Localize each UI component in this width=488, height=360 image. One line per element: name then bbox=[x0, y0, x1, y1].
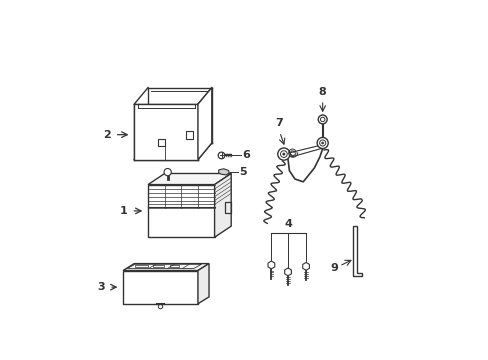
Polygon shape bbox=[134, 104, 198, 159]
Text: 2: 2 bbox=[102, 130, 110, 140]
Polygon shape bbox=[148, 174, 231, 185]
Circle shape bbox=[318, 115, 326, 124]
Polygon shape bbox=[214, 174, 231, 237]
Polygon shape bbox=[289, 146, 321, 157]
Polygon shape bbox=[218, 169, 229, 175]
Polygon shape bbox=[198, 264, 208, 304]
Circle shape bbox=[282, 153, 285, 155]
Text: 1: 1 bbox=[119, 206, 127, 216]
Text: 3: 3 bbox=[97, 282, 105, 292]
Text: 4: 4 bbox=[284, 219, 291, 229]
Polygon shape bbox=[198, 87, 211, 159]
Circle shape bbox=[164, 168, 171, 176]
Polygon shape bbox=[302, 262, 309, 270]
Polygon shape bbox=[267, 261, 274, 269]
Polygon shape bbox=[284, 268, 291, 276]
Text: 9: 9 bbox=[329, 262, 337, 273]
Circle shape bbox=[277, 148, 289, 160]
Polygon shape bbox=[123, 264, 208, 270]
Polygon shape bbox=[148, 185, 214, 237]
Text: 5: 5 bbox=[239, 167, 246, 177]
Text: 7: 7 bbox=[274, 118, 282, 128]
Circle shape bbox=[317, 138, 327, 149]
Circle shape bbox=[321, 142, 323, 144]
Text: 8: 8 bbox=[318, 87, 326, 97]
Polygon shape bbox=[352, 226, 361, 276]
Polygon shape bbox=[123, 270, 198, 304]
Text: 6: 6 bbox=[242, 150, 250, 161]
Circle shape bbox=[218, 152, 224, 159]
